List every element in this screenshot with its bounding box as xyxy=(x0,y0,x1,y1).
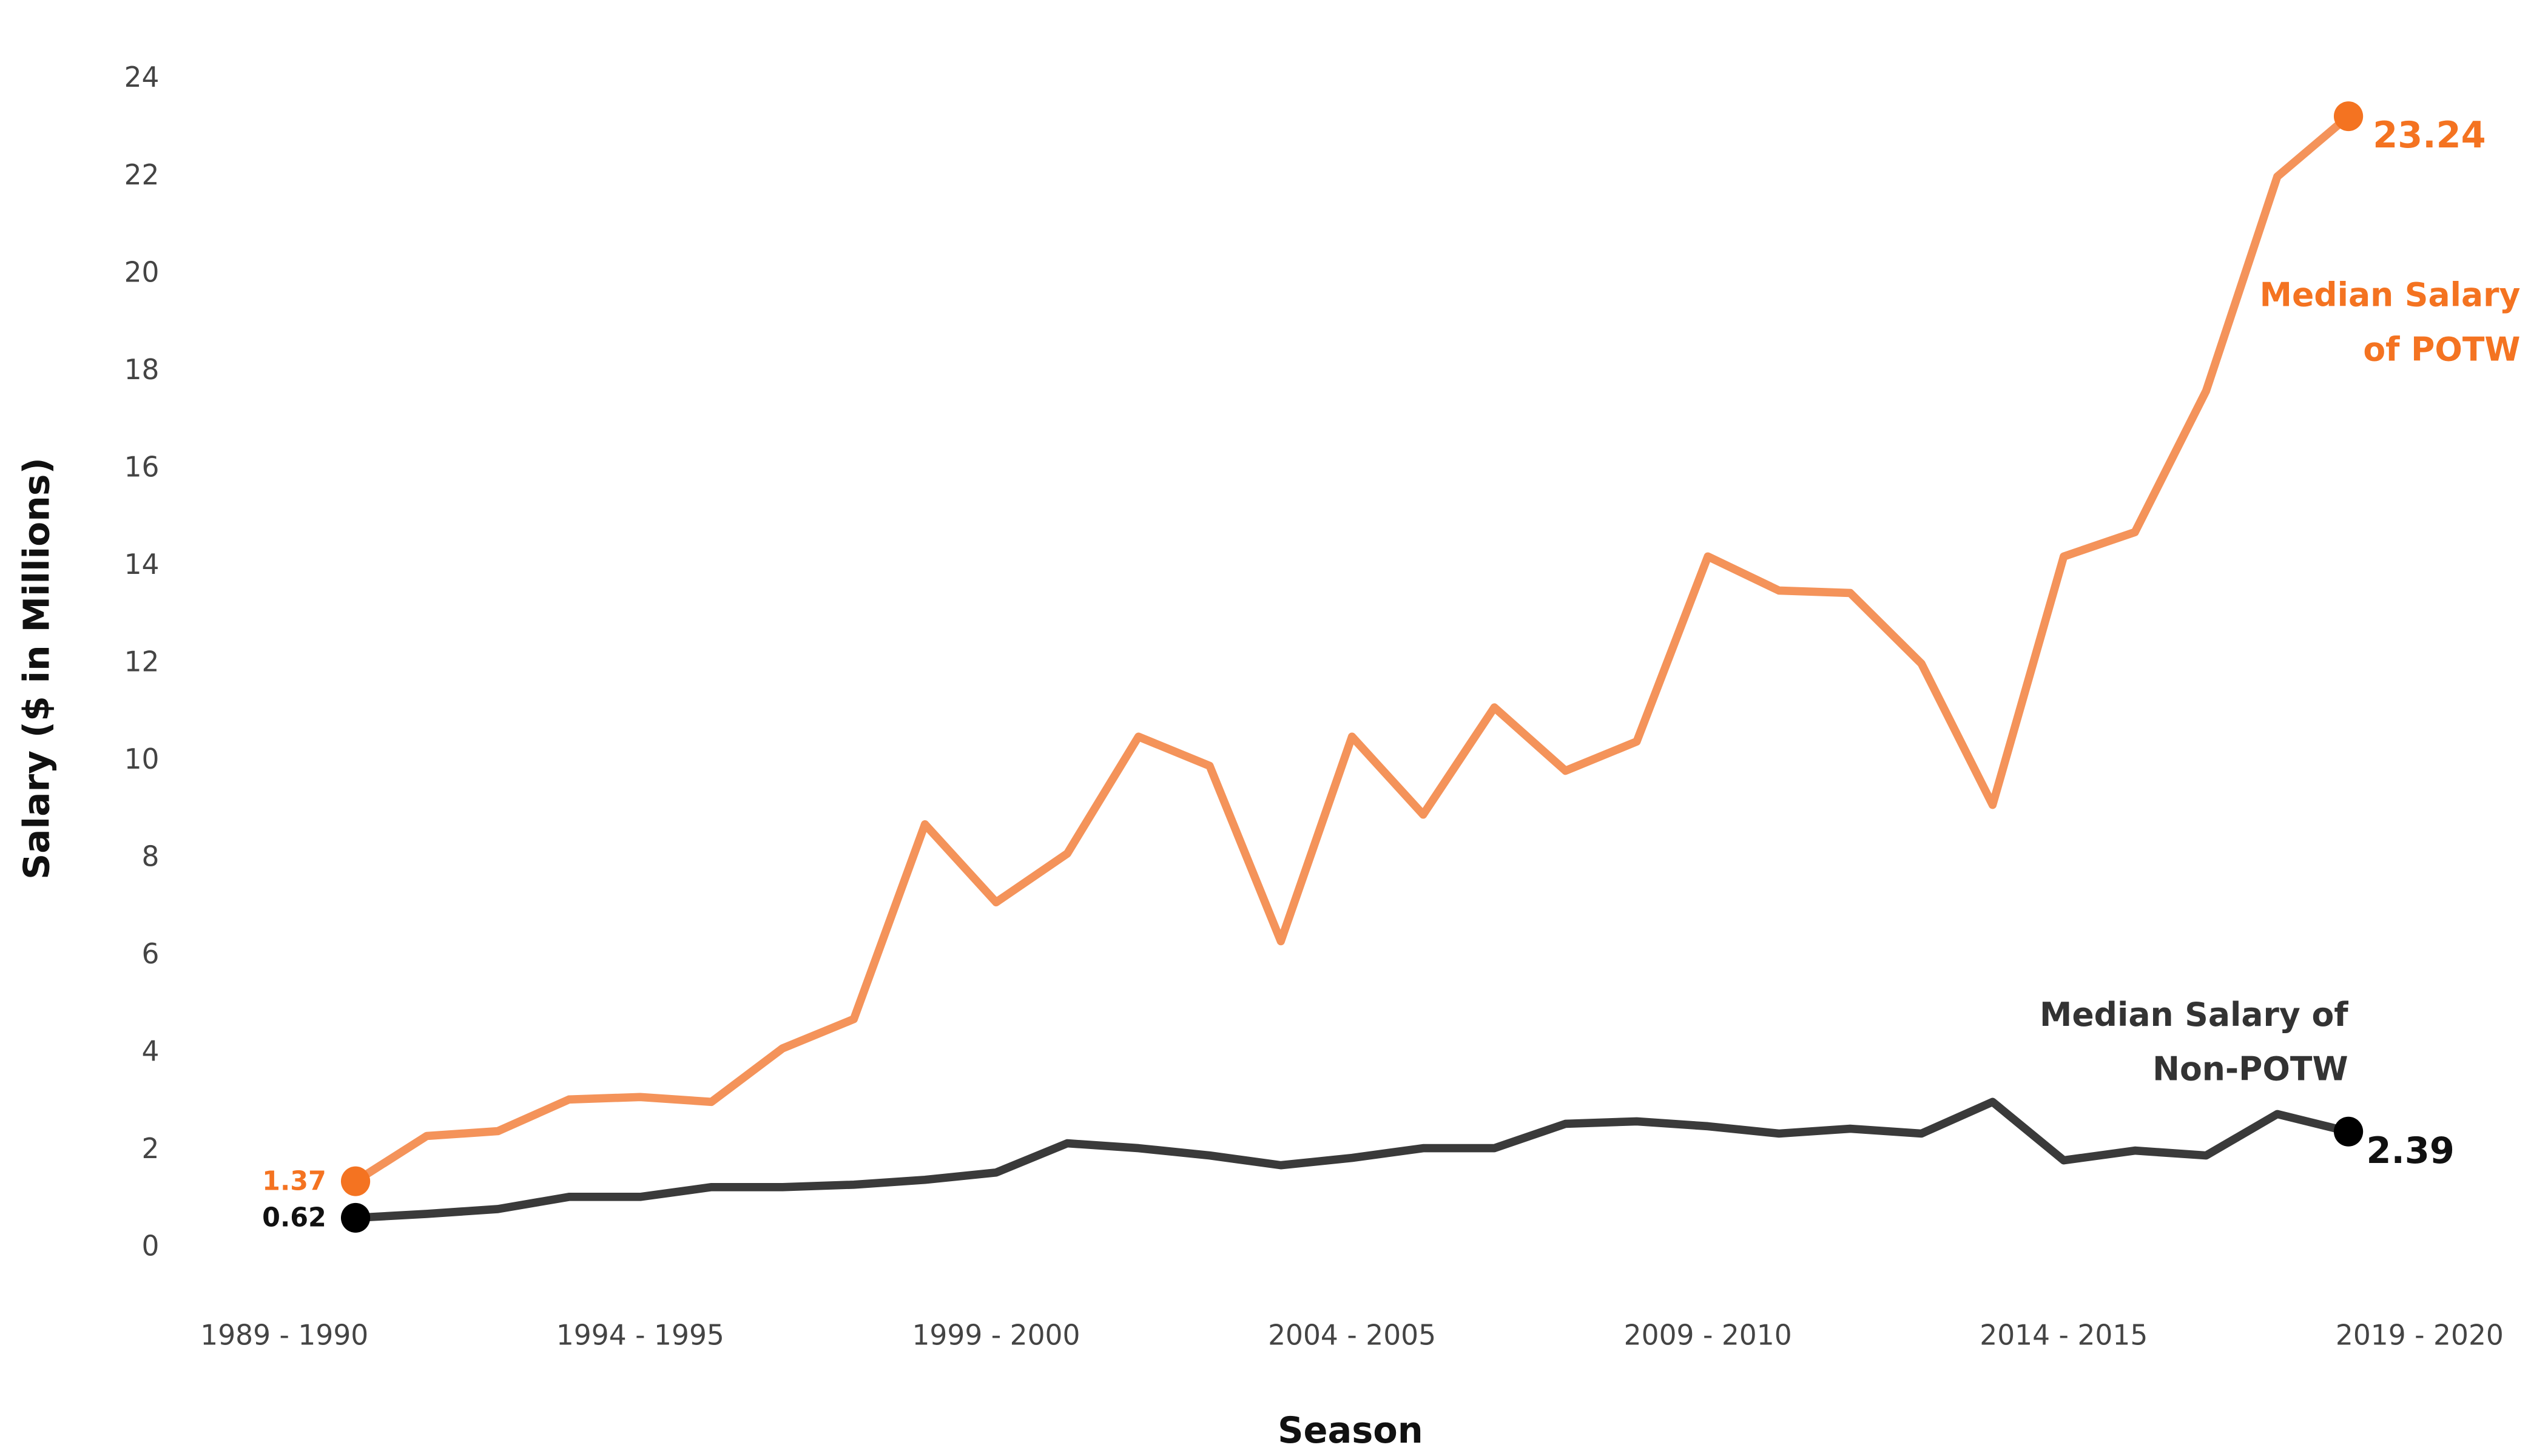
x-tick-label: 1999 - 2000 xyxy=(912,1318,1080,1351)
x-tick-label: 2014 - 2015 xyxy=(1980,1318,2148,1351)
end-point xyxy=(2333,101,2364,132)
x-tick-label: 2009 - 2010 xyxy=(1624,1318,1792,1351)
value-label: 1.37 xyxy=(262,1166,326,1196)
annotation: of POTW xyxy=(2363,330,2520,369)
y-tick-label: 22 xyxy=(124,158,160,190)
series-line xyxy=(355,1097,2350,1222)
x-tick-label: 1994 - 1995 xyxy=(556,1318,724,1351)
y-tick-label: 6 xyxy=(142,937,160,970)
y-axis-label: Salary ($ in Millions) xyxy=(16,457,58,880)
end-point xyxy=(340,1202,371,1233)
y-tick-label: 0 xyxy=(142,1229,160,1262)
y-tick-label: 10 xyxy=(124,743,160,775)
y-tick-label: 14 xyxy=(124,548,160,581)
y-tick-label: 2 xyxy=(142,1132,160,1165)
value-label: 2.39 xyxy=(2367,1130,2455,1172)
annotation: Median Salary of xyxy=(2040,996,2348,1034)
annotation: Median Salary xyxy=(2260,275,2521,314)
x-tick-label: 1989 - 1990 xyxy=(200,1318,368,1351)
value-label: 23.24 xyxy=(2373,115,2486,157)
x-axis-label: Season xyxy=(1278,1410,1423,1452)
y-tick-label: 16 xyxy=(124,450,160,483)
y-tick-label: 20 xyxy=(124,255,160,288)
y-tick-label: 4 xyxy=(142,1034,160,1067)
end-point xyxy=(2333,1116,2364,1147)
y-tick-label: 12 xyxy=(124,645,160,678)
series-line xyxy=(353,113,2351,1185)
annotation: Non-POTW xyxy=(2152,1050,2348,1088)
end-point xyxy=(340,1166,371,1196)
y-tick-label: 18 xyxy=(124,353,160,386)
y-tick-label: 8 xyxy=(142,840,160,872)
x-tick-label: 2019 - 2020 xyxy=(2336,1318,2504,1351)
value-label: 0.62 xyxy=(262,1202,326,1233)
y-tick-label: 24 xyxy=(124,61,160,93)
x-tick-label: 2004 - 2005 xyxy=(1268,1318,1436,1351)
